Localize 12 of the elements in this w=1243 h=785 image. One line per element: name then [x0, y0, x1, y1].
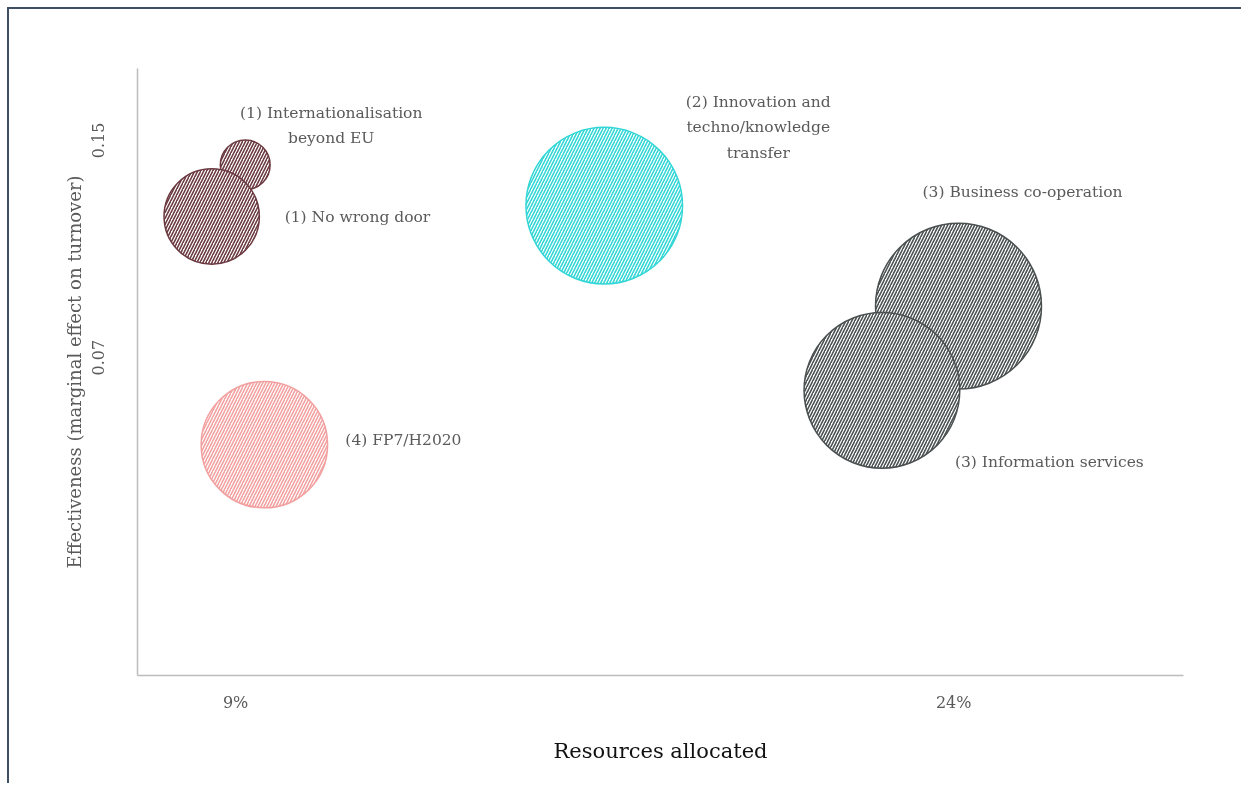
- series-label: (1) Internationalisation beyond EU: [240, 103, 423, 147]
- x-axis-title: Resources allocated: [553, 738, 768, 763]
- y-tick-label: 0.15: [89, 122, 109, 159]
- series-label: (4) FP7/H2020: [345, 430, 462, 449]
- x-tick-label: 24%: [935, 692, 972, 712]
- series-label: (2) Innovation and techno/knowledge transfer: [685, 93, 831, 162]
- x-tick-label: 9%: [222, 692, 249, 712]
- series-label: (3) Business co-operation: [922, 183, 1123, 202]
- series-label: (1) No wrong door: [284, 207, 431, 226]
- y-tick-label: 0.07: [89, 339, 109, 376]
- series-label: (3) Information services: [954, 453, 1144, 472]
- y-axis-title: Effectiveness (marginal effect on turnover): [63, 175, 85, 569]
